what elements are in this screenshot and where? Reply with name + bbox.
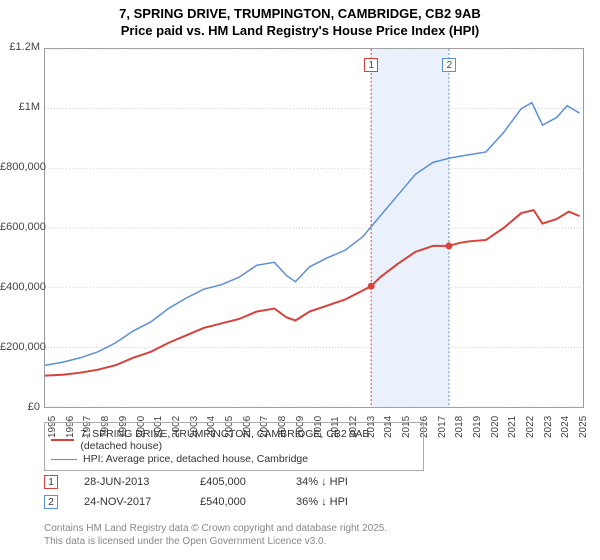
x-tick-label: 2018 xyxy=(454,416,465,438)
legend-row-hpi: HPI: Average price, detached house, Camb… xyxy=(51,453,417,465)
y-tick-label: £200,000 xyxy=(0,341,40,353)
sale-diff: 36% ↓ HPI xyxy=(296,496,376,508)
x-tick-label: 2022 xyxy=(525,416,536,438)
sale-date: 24-NOV-2017 xyxy=(84,496,174,508)
chart-container: 7, SPRING DRIVE, TRUMPINGTON, CAMBRIDGE,… xyxy=(0,0,600,560)
x-tick-label: 2023 xyxy=(543,416,554,438)
sales-table: 1 28-JUN-2013 £405,000 34% ↓ HPI 2 24-NO… xyxy=(44,472,376,512)
y-tick-label: £800,000 xyxy=(0,161,40,173)
x-tick-label: 2024 xyxy=(560,416,571,438)
legend: 7, SPRING DRIVE, TRUMPINGTON, CAMBRIDGE,… xyxy=(44,422,424,471)
title-block: 7, SPRING DRIVE, TRUMPINGTON, CAMBRIDGE,… xyxy=(0,0,600,40)
sale-badge-1: 1 xyxy=(44,475,58,489)
y-tick-label: £0 xyxy=(0,401,40,413)
y-tick-label: £400,000 xyxy=(0,281,40,293)
x-tick-label: 2017 xyxy=(437,416,448,438)
legend-label-hpi: HPI: Average price, detached house, Camb… xyxy=(83,453,308,465)
title-line-1: 7, SPRING DRIVE, TRUMPINGTON, CAMBRIDGE,… xyxy=(0,6,600,23)
footer-line-1: Contains HM Land Registry data © Crown c… xyxy=(44,522,387,535)
sales-row: 2 24-NOV-2017 £540,000 36% ↓ HPI xyxy=(44,492,376,512)
chart-marker-badge: 1 xyxy=(364,58,378,72)
sales-row: 1 28-JUN-2013 £405,000 34% ↓ HPI xyxy=(44,472,376,492)
legend-label-price-paid: 7, SPRING DRIVE, TRUMPINGTON, CAMBRIDGE,… xyxy=(80,428,417,452)
y-tick-label: £600,000 xyxy=(0,221,40,233)
legend-swatch-hpi xyxy=(51,459,77,460)
sale-price: £540,000 xyxy=(200,496,270,508)
x-tick-label: 2021 xyxy=(507,416,518,438)
title-line-2: Price paid vs. HM Land Registry's House … xyxy=(0,23,600,40)
sale-diff: 34% ↓ HPI xyxy=(296,476,376,488)
x-tick-label: 2019 xyxy=(472,416,483,438)
y-tick-label: £1.2M xyxy=(0,41,40,53)
x-tick-label: 2020 xyxy=(490,416,501,438)
chart-plot-area xyxy=(44,48,584,408)
footer: Contains HM Land Registry data © Crown c… xyxy=(44,522,387,548)
chart-svg xyxy=(45,49,583,407)
x-tick-label: 2025 xyxy=(578,416,589,438)
legend-row-price-paid: 7, SPRING DRIVE, TRUMPINGTON, CAMBRIDGE,… xyxy=(51,428,417,452)
legend-swatch-price-paid xyxy=(51,439,74,441)
sale-price: £405,000 xyxy=(200,476,270,488)
chart-marker-badge: 2 xyxy=(442,58,456,72)
footer-line-2: This data is licensed under the Open Gov… xyxy=(44,535,387,548)
y-tick-label: £1M xyxy=(0,101,40,113)
sale-badge-2: 2 xyxy=(44,495,58,509)
sale-date: 28-JUN-2013 xyxy=(84,476,174,488)
